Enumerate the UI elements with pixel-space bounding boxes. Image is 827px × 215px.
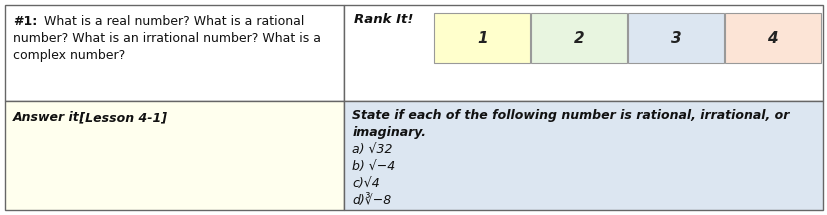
Text: #1:: #1: [13, 15, 37, 28]
Text: number? What is an irrational number? What is a: number? What is an irrational number? Wh… [13, 32, 321, 45]
Text: imaginary.: imaginary. [352, 126, 426, 139]
Text: complex number?: complex number? [13, 49, 125, 62]
Bar [344, 5, 822, 101]
Text: 3: 3 [670, 31, 681, 46]
Bar [628, 13, 723, 63]
Bar [724, 13, 820, 63]
Text: Rank It!: Rank It! [354, 13, 414, 26]
Text: [Lesson 4-1]: [Lesson 4-1] [75, 111, 167, 124]
Text: c)√4: c)√4 [352, 177, 380, 190]
Bar [531, 13, 626, 63]
Text: Answer it!: Answer it! [13, 111, 85, 124]
Text: 2: 2 [573, 31, 584, 46]
Text: 1: 1 [476, 31, 487, 46]
Text: d)∛−8: d)∛−8 [352, 194, 391, 207]
Text: b) √−4: b) √−4 [352, 160, 395, 173]
Bar [5, 5, 344, 101]
Text: 4: 4 [767, 31, 777, 46]
Text: What is a real number? What is a rational: What is a real number? What is a rationa… [36, 15, 304, 28]
Text: State if each of the following number is rational, irrational, or: State if each of the following number is… [352, 109, 789, 122]
Bar [434, 13, 529, 63]
Text: a) √32: a) √32 [352, 143, 393, 156]
Bar [5, 101, 344, 210]
Bar [344, 101, 822, 210]
